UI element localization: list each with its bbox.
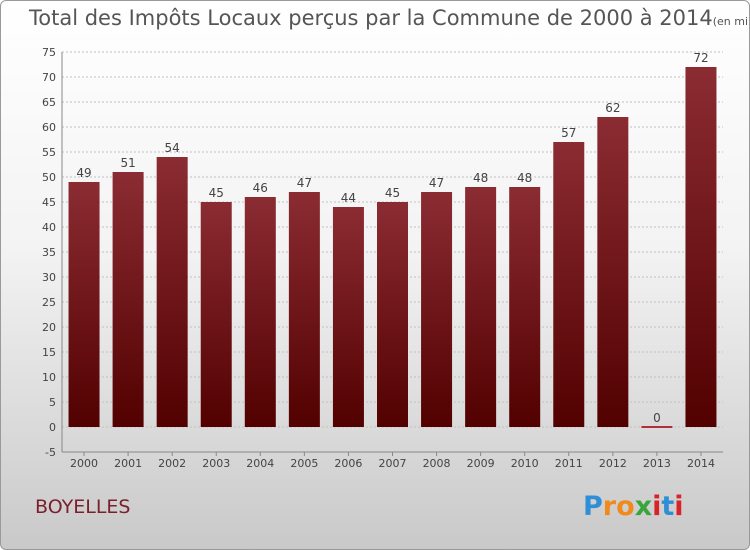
logo-letter: o	[616, 491, 635, 522]
x-tick-label: 2009	[467, 457, 495, 470]
bar	[465, 187, 497, 427]
y-tick-label: 20	[42, 321, 56, 334]
x-tick-label: 2011	[555, 457, 583, 470]
bar-value-label: 49	[76, 166, 91, 180]
logo-letter: i	[652, 491, 662, 522]
x-tick-label: 2002	[158, 457, 186, 470]
bar	[200, 202, 232, 427]
bar	[377, 202, 408, 427]
bar	[68, 182, 100, 427]
logo-letter: t	[661, 491, 675, 522]
x-tick-label: 2000	[70, 457, 98, 470]
chart-title: Total des Impôts Locaux perçus par la Co…	[29, 6, 749, 30]
x-tick-label: 2012	[599, 457, 627, 470]
bar	[509, 187, 541, 427]
proxiti-logo: Proxiti	[583, 491, 684, 522]
x-tick-label: 2003	[202, 457, 230, 470]
commune-name: BOYELLES	[35, 496, 131, 518]
x-tick-label: 2008	[423, 457, 451, 470]
y-tick-label: 5	[49, 396, 56, 409]
bar-value-label: 48	[517, 171, 532, 185]
bar-value-label: 45	[385, 186, 400, 200]
title-text: Total des Impôts Locaux perçus par la Co…	[29, 6, 713, 30]
y-tick-label: 30	[42, 271, 56, 284]
bar-value-label: 51	[120, 156, 135, 170]
bars	[68, 67, 717, 428]
bar	[421, 192, 453, 427]
y-tick-label: 45	[42, 196, 56, 209]
value-labels: 49 51 54 45 46 47 44 45 47 48 48 57 62 0 72	[76, 51, 708, 425]
y-tick-label: 55	[42, 146, 56, 159]
y-tick-label: 60	[42, 121, 56, 134]
bar-value-label: 47	[429, 176, 444, 190]
y-tick-label: 50	[42, 171, 56, 184]
x-tick-label: 2006	[334, 457, 362, 470]
logo-letter: r	[602, 491, 617, 522]
bar	[685, 67, 717, 427]
y-tick-label: 35	[42, 246, 56, 259]
logo-letter: i	[674, 491, 684, 522]
y-tick-label: -5	[45, 446, 56, 459]
bar-value-label: 62	[605, 101, 620, 115]
bar	[112, 172, 144, 427]
logo-letter: x	[634, 491, 653, 522]
y-tick-label: 0	[49, 421, 56, 434]
bar-value-label: 48	[473, 171, 488, 185]
y-tick-label: 15	[42, 346, 56, 359]
bar	[332, 207, 364, 427]
bar-value-label: 46	[253, 181, 268, 195]
bar-value-label: 44	[341, 191, 356, 205]
bar-value-label: 45	[209, 186, 224, 200]
logo-letter: P	[583, 491, 603, 522]
title-unit: (en milliers d'€)	[712, 15, 749, 28]
bar	[597, 117, 629, 427]
y-tick-label: 10	[42, 371, 56, 384]
x-tick-label: 2014	[687, 457, 715, 470]
bar-value-label: 72	[693, 51, 708, 65]
bar	[156, 157, 188, 427]
x-tick-label: 2004	[246, 457, 274, 470]
x-tick-label: 2007	[379, 457, 407, 470]
bar-value-label: 54	[165, 141, 180, 155]
x-tick-label: 2005	[290, 457, 318, 470]
bar-value-label: 0	[653, 411, 661, 425]
x-tick-label: 2010	[511, 457, 539, 470]
y-tick-label: 65	[42, 96, 56, 109]
y-tick-label: 70	[42, 71, 56, 84]
y-tick-label: 75	[42, 46, 56, 59]
y-tick-label: 40	[42, 221, 56, 234]
x-tick-label: 2013	[643, 457, 671, 470]
y-tick-label: 25	[42, 296, 56, 309]
x-tick-label: 2001	[114, 457, 142, 470]
bar	[553, 142, 585, 427]
bar	[244, 197, 276, 427]
bar-value-label: 57	[561, 126, 576, 140]
bar	[288, 192, 320, 427]
bar-value-label: 47	[297, 176, 312, 190]
